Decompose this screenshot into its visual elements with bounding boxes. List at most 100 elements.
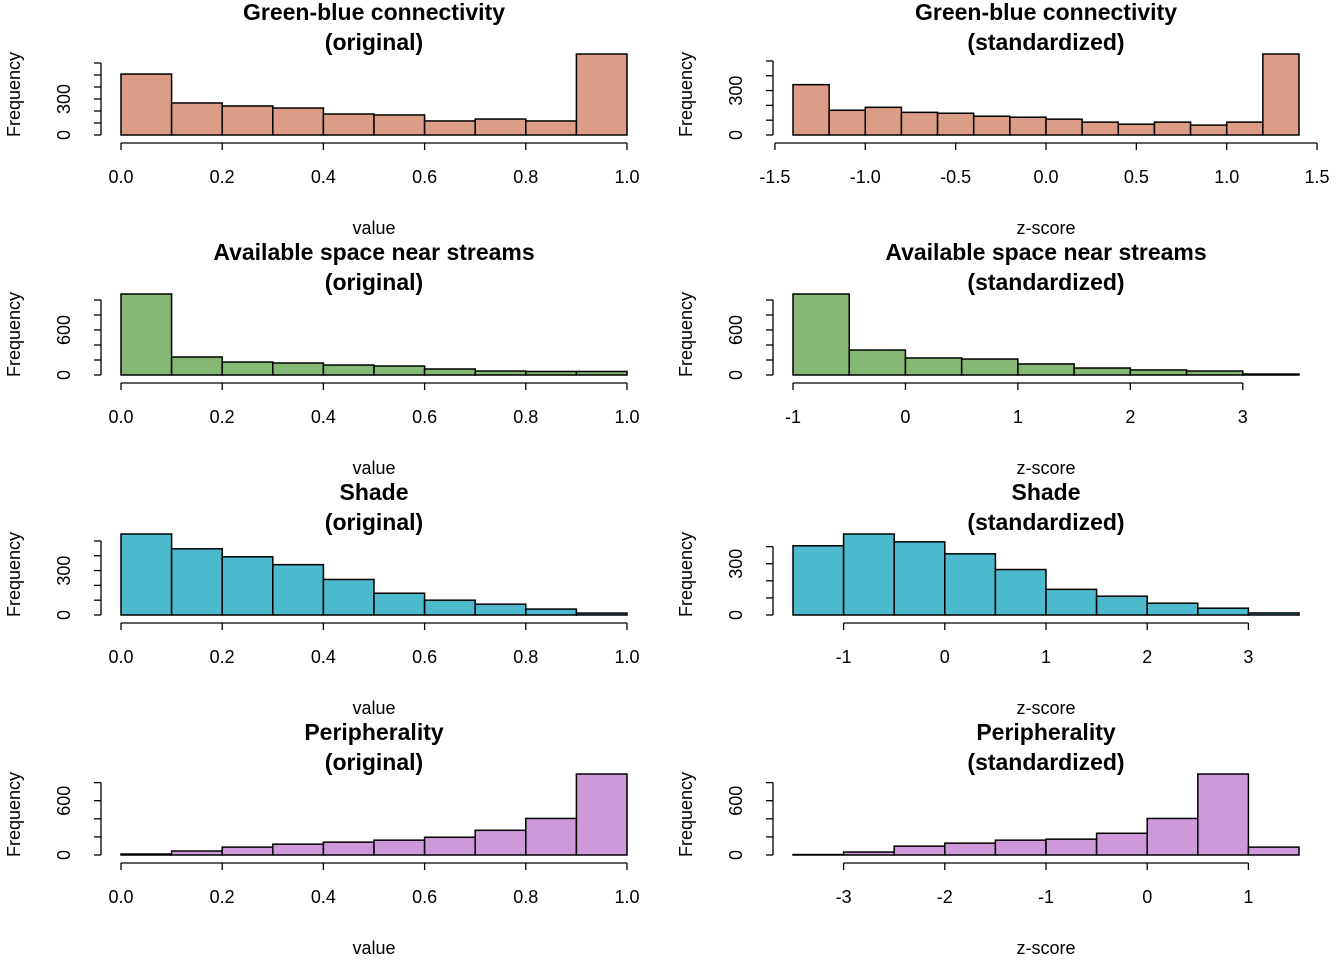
y-tick-label: 0 (726, 850, 746, 860)
bar (474, 829, 527, 856)
panel: Shade (standardized) z-score Frequency -1 0 1 2… (676, 479, 1300, 718)
bar (1146, 602, 1199, 616)
y-axis-label: Frequency (4, 772, 24, 857)
y-tick-label: 600 (54, 315, 74, 345)
bar (842, 851, 895, 856)
y-tick-label: 600 (726, 786, 746, 816)
bar (474, 370, 527, 376)
bar (170, 102, 223, 136)
bar (423, 120, 476, 136)
bar (1262, 53, 1300, 136)
bar (1225, 121, 1264, 136)
y-axis-label: Frequency (4, 532, 24, 617)
bar (322, 113, 375, 136)
bar (1247, 846, 1300, 856)
y-tick-label: 0 (54, 130, 74, 140)
panel: Shade (original) value Frequency 0.0 0.2 0.4 0.… (4, 479, 640, 718)
chart-title: Green-blue connectivity (243, 0, 505, 25)
bar (792, 545, 845, 616)
bar (1045, 118, 1083, 136)
x-tick-label: -1 (785, 407, 801, 427)
y-tick-label: 300 (726, 76, 746, 106)
bar (525, 608, 578, 616)
bar (842, 533, 895, 616)
bar (170, 850, 223, 856)
bar (525, 370, 578, 376)
x-tick-label: -1 (836, 647, 852, 667)
bar (474, 603, 527, 616)
bar (373, 365, 426, 376)
bar (373, 114, 426, 136)
bar (900, 111, 939, 136)
x-tick-label: 0.8 (513, 887, 538, 907)
bar (792, 83, 830, 136)
bar (904, 357, 963, 376)
x-axis-label: value (352, 458, 395, 478)
chart-subtitle: (standardized) (967, 29, 1124, 55)
bar (792, 293, 850, 376)
y-tick-label: 0 (54, 850, 74, 860)
x-tick-label: 0 (1142, 887, 1152, 907)
x-tick-label: 0.0 (108, 407, 133, 427)
chart-title: Available space near streams (885, 239, 1206, 265)
chart-subtitle: (standardized) (967, 749, 1124, 775)
bar (1185, 370, 1244, 376)
x-tick-label: 0 (940, 647, 950, 667)
bar (272, 563, 325, 616)
panel: Green-blue connectivity (original) value Fr… (4, 0, 640, 238)
bar (322, 364, 375, 376)
x-tick-label: 0.2 (210, 647, 235, 667)
y-tick-label: 300 (54, 556, 74, 586)
chart-subtitle: (original) (325, 269, 423, 295)
chart-title: Green-blue connectivity (915, 0, 1177, 25)
x-tick-label: 3 (1238, 407, 1248, 427)
bar (864, 106, 903, 136)
bar (1153, 121, 1192, 136)
bar (960, 358, 1019, 376)
bar (848, 349, 907, 376)
bar (1081, 121, 1120, 136)
bar (373, 839, 426, 856)
bar (1009, 116, 1047, 136)
x-tick-label: 1.5 (1305, 167, 1330, 187)
bar (170, 548, 223, 616)
bar (221, 361, 274, 376)
x-tick-label: 0.2 (210, 407, 235, 427)
bar (944, 553, 997, 616)
x-tick-label: 0.0 (1033, 167, 1058, 187)
bar (1045, 588, 1098, 616)
bar (322, 841, 375, 856)
x-tick-label: -1.5 (759, 167, 790, 187)
x-tick-label: -3 (836, 887, 852, 907)
bar (575, 370, 628, 376)
y-axis-label: Frequency (4, 292, 24, 377)
bar (221, 846, 274, 856)
x-tick-label: 1.0 (1214, 167, 1239, 187)
y-axis-label: Frequency (676, 292, 696, 377)
x-axis-label: z-score (1016, 938, 1075, 958)
x-axis-label: value (352, 218, 395, 238)
chart-subtitle: (original) (325, 29, 423, 55)
chart-subtitle: (original) (325, 749, 423, 775)
x-tick-label: 0.6 (412, 647, 437, 667)
x-tick-label: 0.8 (513, 647, 538, 667)
chart-title: Available space near streams (213, 239, 534, 265)
x-tick-label: 0 (900, 407, 910, 427)
bar (944, 842, 997, 856)
x-axis-label: z-score (1016, 698, 1075, 718)
bar (170, 356, 223, 376)
panel: Available space near streams (standardize… (676, 239, 1300, 478)
x-tick-label: 0.0 (108, 167, 133, 187)
chart-subtitle: (original) (325, 509, 423, 535)
x-tick-label: 0.8 (513, 167, 538, 187)
bar (272, 107, 325, 136)
chart-subtitle: (standardized) (967, 509, 1124, 535)
bar (1197, 773, 1250, 856)
y-tick-label: 600 (726, 315, 746, 345)
x-tick-label: -1.0 (850, 167, 881, 187)
x-tick-label: 0.6 (412, 407, 437, 427)
bar (120, 533, 173, 616)
x-tick-label: 1 (1013, 407, 1023, 427)
y-axis-label: Frequency (676, 772, 696, 857)
